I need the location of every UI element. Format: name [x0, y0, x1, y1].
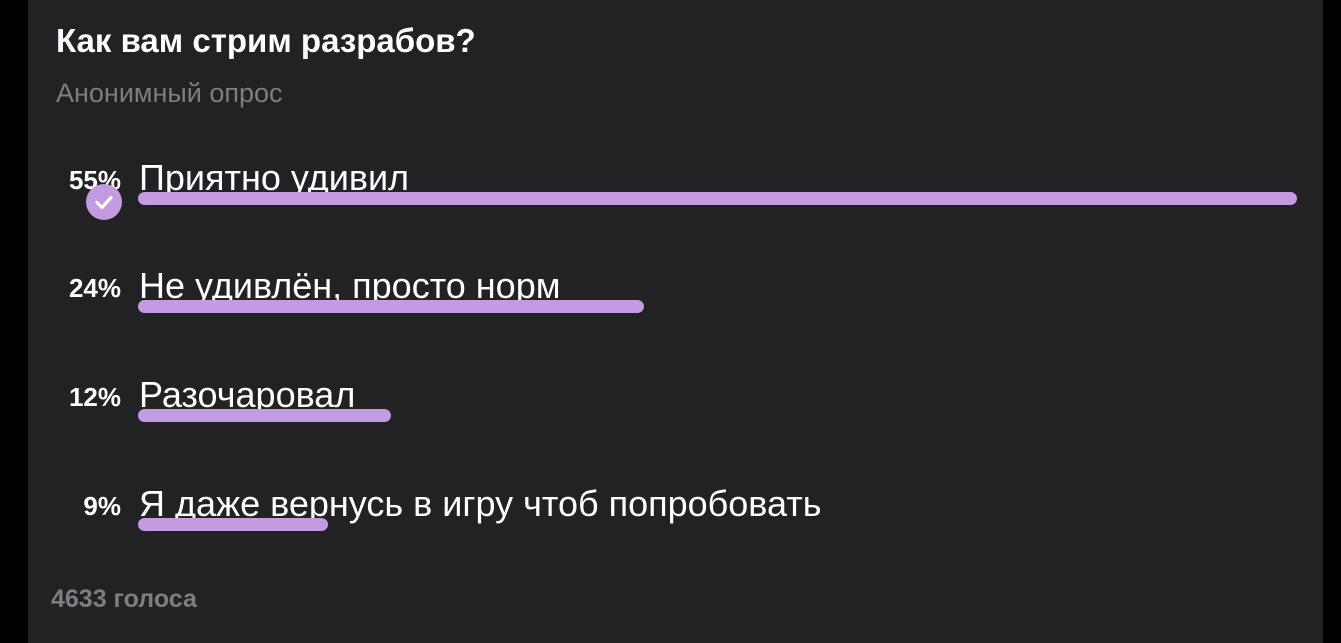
poll-option[interactable]: 55% Приятно удивил [0, 157, 1341, 258]
option-text: Приятно удивил [139, 157, 410, 198]
option-text: Разочаровал [139, 374, 356, 415]
poll-option[interactable]: 24% Не удивлён, просто норм [0, 265, 1341, 366]
votes-count[interactable]: 4633 голоса [51, 585, 197, 613]
option-text: Не удивлён, просто норм [139, 265, 561, 306]
poll-option[interactable]: 12% Разочаровал [0, 374, 1341, 475]
poll-question: Как вам стрим разрабов? [56, 22, 476, 59]
option-percent: 9% [83, 491, 121, 521]
poll-option[interactable]: 9% Я даже вернусь в игру чтоб попробоват… [0, 483, 1341, 584]
option-result-bar [138, 192, 1297, 205]
option-percent: 24% [68, 273, 121, 303]
option-text: Я даже вернусь в игру чтоб попробовать [139, 483, 822, 524]
option-result-bar [138, 518, 328, 531]
poll-card [28, 0, 1323, 643]
option-result-bar [138, 300, 644, 313]
poll-type: Анонимный опрос [56, 78, 283, 108]
option-result-bar [138, 409, 391, 422]
option-percent: 12% [68, 382, 121, 412]
check-circle-icon [86, 184, 122, 220]
